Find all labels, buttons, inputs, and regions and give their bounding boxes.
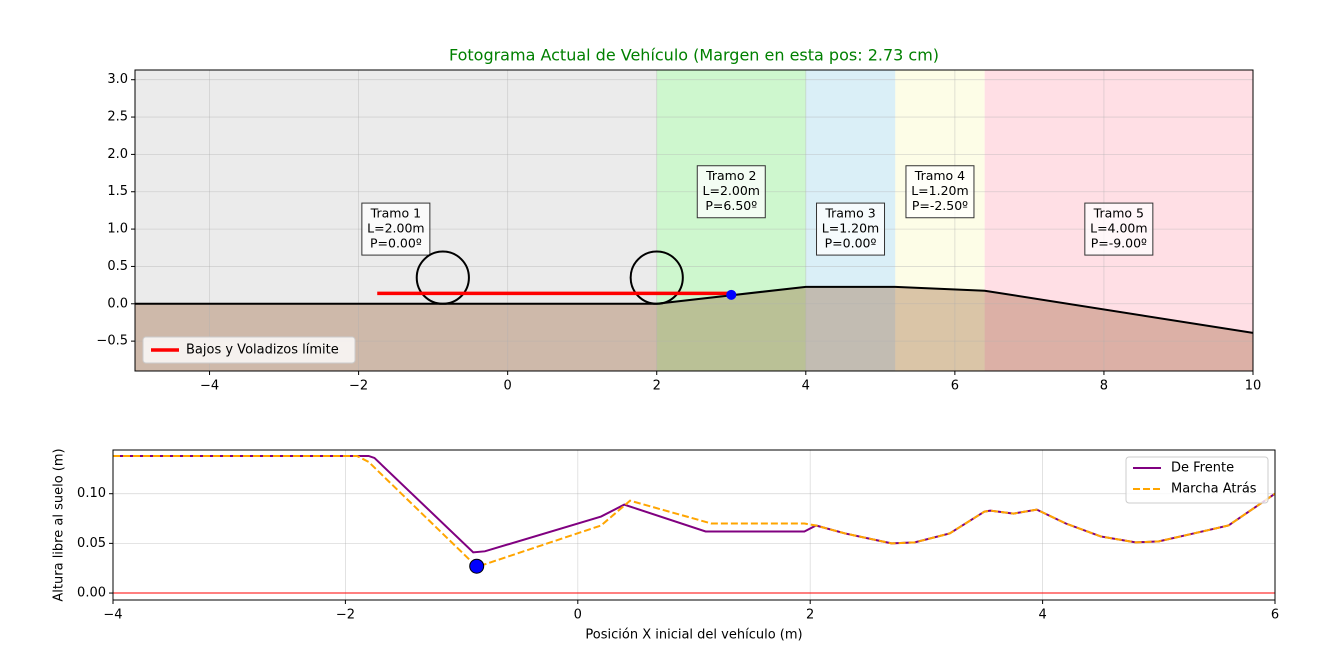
point [469,558,485,574]
y-tick-label: 0.0 [107,296,128,311]
series-line [113,454,1275,568]
legend-label: Marcha Atrás [1171,482,1257,497]
tramo-label: P=6.50º [705,198,757,213]
x-tick-label: −2 [349,379,368,394]
chart-title: Fotograma Actual de Vehículo (Margen en … [449,46,939,65]
tramo-label-box [361,202,431,256]
x-tick-label: −4 [200,379,219,394]
tramo-region [895,70,985,371]
y-axis-label: Altura libre al suelo (m) [52,448,67,601]
tramo-label: L=1.20m [911,183,968,198]
tramo-label: P=0.00º [825,236,877,251]
terrain-line [135,285,1253,334]
x-tick-label: 10 [1245,379,1262,394]
tramo-label-box [1084,202,1154,256]
x-tick-label: 6 [1271,608,1279,623]
x-tick-label: 4 [1038,608,1046,623]
tramo-label: P=-2.50º [912,198,968,213]
tramo-label-box [696,165,766,219]
axes-frame [134,69,1254,372]
y-tick-label: 0.5 [107,259,128,274]
legend-label: Bajos y Voladizos límite [186,343,339,358]
wheel [415,250,470,305]
legend-label: De Frente [1171,461,1234,476]
tramo-label: L=2.00m [367,221,424,236]
axes-frame [112,449,1276,601]
y-tick-label: 1.0 [107,222,128,237]
x-tick-label: 2 [806,608,814,623]
series-line [113,454,1275,554]
x-tick-label: 2 [653,379,661,394]
x-tick-label: 0 [574,608,582,623]
grid [135,70,1253,371]
tramo-label: Tramo 2 [705,168,756,183]
tramo-label: P=0.00º [370,236,422,251]
tramo-label: Tramo 1 [370,206,421,221]
point [726,289,737,300]
y-tick-label: 0.00 [77,586,106,601]
x-tick-label: 4 [802,379,810,394]
tramo-label: P=-9.00º [1091,236,1147,251]
y-tick-label: 0.05 [77,536,106,551]
tramo-label: L=1.20m [822,221,879,236]
tramo-label: L=4.00m [1090,221,1147,236]
tramo-label-box [905,165,975,219]
tramo-label-box [816,202,886,256]
tramo-region [656,70,806,371]
tramo-label: Tramo 5 [1093,206,1144,221]
tramo-label: Tramo 3 [824,206,875,221]
tramo-label: Tramo 4 [914,168,965,183]
y-tick-label: 2.5 [107,110,128,125]
y-tick-label: 2.0 [107,147,128,162]
y-tick-label: −0.5 [96,334,128,349]
plot-area [113,454,1275,594]
wheel [629,250,684,305]
legend-box [142,336,356,364]
grid [112,450,1276,600]
x-tick-label: −4 [103,608,122,623]
ground-fill [135,286,1253,371]
x-tick-label: −2 [336,608,355,623]
x-tick-label: 0 [504,379,512,394]
legend-box [1125,456,1269,504]
x-axis-label: Posición X inicial del vehículo (m) [585,628,802,643]
y-tick-label: 0.10 [77,486,106,501]
y-tick-label: 1.5 [107,184,128,199]
y-tick-label: 3.0 [107,72,128,87]
tramo-label: L=2.00m [703,183,760,198]
x-tick-label: 8 [1100,379,1108,394]
x-tick-label: 6 [951,379,959,394]
